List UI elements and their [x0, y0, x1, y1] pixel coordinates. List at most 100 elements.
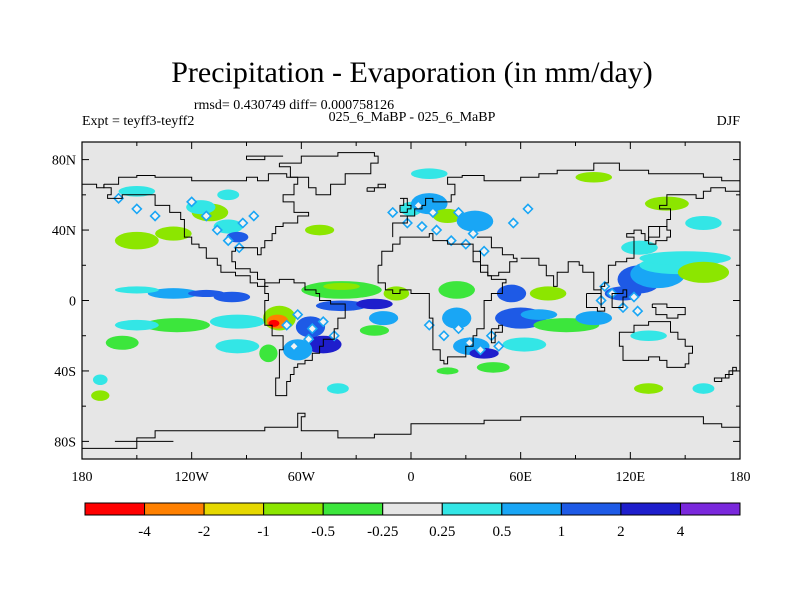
coastline-5: [520, 187, 740, 297]
x-tick-label-4: 60E: [509, 470, 532, 485]
map-background: [82, 142, 740, 459]
field-blob-27: [476, 362, 510, 373]
contour-diamond-26: [438, 330, 450, 342]
colorbar-box-1: [144, 502, 205, 516]
contour-diamond-9: [211, 224, 223, 236]
colorbar-label-9: 4: [677, 524, 685, 540]
field-blob-7: [105, 335, 139, 350]
field-blob-43: [630, 330, 667, 342]
contour-diamond-5: [288, 340, 300, 352]
colorbar-label-8: 2: [617, 524, 625, 540]
contour-diamond-7: [186, 196, 198, 208]
colorbar-label-7: 1: [558, 524, 566, 540]
contour-diamond-2: [317, 316, 329, 328]
contour-diamond-4: [303, 333, 315, 345]
contour-diamond-20: [478, 245, 490, 257]
coastline-12: [399, 197, 412, 213]
contour-diamond-27: [452, 323, 465, 335]
contour-diamond-42: [522, 203, 534, 215]
contour-diamond-17: [430, 224, 443, 236]
contour-diamond-35: [628, 291, 640, 303]
contour-diamond-8: [200, 210, 212, 222]
colorbar-label-2: -1: [257, 524, 270, 540]
field-blob-31: [502, 337, 547, 352]
x-tick-label-1: 120W: [175, 470, 210, 485]
colorbar-box-5: [382, 502, 443, 516]
contour-diamond-21: [412, 199, 424, 212]
stats-line: rmsd= 0.430749 diff= 0.000758126: [194, 98, 394, 113]
field-blob-63: [326, 383, 349, 394]
colorbar-label-0: -4: [138, 524, 151, 540]
colorbar-label-3: -0.5: [311, 524, 335, 540]
field-blob-8: [215, 339, 260, 354]
contour-diamond-10: [222, 234, 234, 247]
colorbar-box-0: [84, 502, 146, 516]
field-blob-41: [677, 261, 730, 283]
field-blob-51: [217, 189, 240, 201]
coastline-11: [490, 324, 503, 344]
anomaly-fields: [91, 168, 731, 401]
field-blob-22: [359, 325, 390, 336]
field-blob-17: [323, 282, 360, 290]
center-label: 025_6_MaBP - 025_6_MaBP: [329, 110, 496, 125]
chart-title: Precipitation - Evaporation (in mm/day): [171, 56, 653, 89]
field-blob-65: [692, 383, 715, 394]
field-blob-0: [147, 288, 199, 299]
field-blob-57: [411, 168, 448, 179]
contour-diamond-18: [445, 234, 457, 247]
contour-diamond-22: [427, 206, 439, 219]
field-blob-16: [301, 281, 382, 299]
contour-diamond-38: [131, 203, 143, 215]
colorbar-label-5: 0.25: [429, 524, 455, 540]
field-blob-24: [442, 307, 472, 329]
y-tick-label-0: 80N: [52, 154, 76, 169]
y-tick-label-1: 40N: [52, 224, 76, 239]
coastline-13: [278, 152, 379, 196]
contour-diamond-0: [292, 308, 304, 321]
contour-diamond-31: [493, 340, 505, 352]
field-blob-32: [529, 286, 567, 301]
coastline-3: [392, 162, 740, 238]
x-axis: 180 120W 60W 0 60E 120E 180: [72, 142, 751, 485]
colorbar-box-7: [501, 502, 562, 516]
contour-diamond-14: [387, 206, 399, 219]
contour-diamond-29: [474, 344, 487, 356]
field-blob-35: [575, 311, 613, 326]
contour-diamond-12: [237, 217, 249, 229]
field-blob-18: [315, 300, 368, 312]
coastline-10: [651, 303, 686, 319]
contour-diamond-23: [452, 206, 465, 219]
coastline-1: [264, 278, 346, 397]
colorbar-label-1: -2: [198, 524, 211, 540]
coastline-15: [366, 183, 386, 192]
colorbar-box-8: [560, 502, 622, 516]
field-blob-20: [368, 311, 399, 326]
x-tick-label-2: 60W: [288, 470, 316, 485]
colorbar-label-4: -0.25: [367, 524, 398, 540]
colorbar: -4 -2 -1 -0.5 -0.25 0.25 0.5 1 2 4: [84, 502, 741, 540]
colorbar-box-4: [322, 502, 384, 516]
coastline-16: [82, 412, 740, 449]
coastlines: [82, 152, 740, 449]
field-blob-58: [575, 171, 613, 183]
right-label: DJF: [717, 114, 741, 129]
contour-diamond-24: [467, 227, 479, 240]
coastline-2: [377, 233, 507, 365]
field-blob-19: [356, 298, 393, 310]
field-blob-33: [520, 309, 558, 320]
field-blob-2: [114, 286, 159, 294]
colorbar-box-9: [620, 502, 681, 516]
field-blob-56: [456, 210, 494, 232]
field-blob-4: [209, 314, 265, 329]
colorbar-box-2: [203, 502, 265, 516]
y-tick-label-3: 40S: [54, 365, 76, 380]
field-blob-60: [685, 215, 722, 231]
y-tick-label-2: 0: [69, 295, 76, 310]
map-area: [82, 142, 740, 459]
colorbar-box-10: [679, 502, 741, 516]
coastline-19: [648, 226, 671, 245]
contour-diamond-13: [248, 210, 260, 222]
field-blob-11: [268, 319, 280, 327]
x-tick-label-3: 0: [408, 470, 415, 485]
field-blob-61: [91, 390, 110, 401]
